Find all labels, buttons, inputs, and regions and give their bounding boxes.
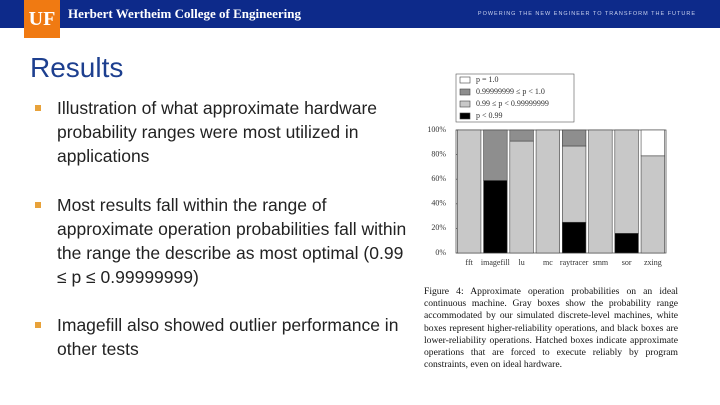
legend-swatch bbox=[459, 88, 471, 96]
legend-label: 0.99999999 ≤ p < 1.0 bbox=[476, 87, 545, 96]
header-bar: Herbert Wertheim College of Engineering … bbox=[0, 0, 720, 28]
plot-frame bbox=[455, 129, 667, 254]
college-name: Herbert Wertheim College of Engineering bbox=[68, 6, 301, 21]
legend-frame bbox=[455, 73, 575, 123]
x-tick-label: fft bbox=[465, 258, 473, 267]
y-tick-label: 20% bbox=[431, 223, 446, 232]
x-tick-label: imagefill bbox=[481, 258, 511, 267]
legend-swatch bbox=[459, 100, 471, 108]
bar-segment bbox=[535, 129, 560, 254]
bar-segment bbox=[562, 221, 587, 254]
figure-caption: Figure 4: Approximate operation probabil… bbox=[424, 286, 678, 371]
bullet: Imagefill also showed outlier performanc… bbox=[35, 313, 407, 361]
legend-label: 0.99 ≤ p < 0.99999999 bbox=[476, 99, 549, 108]
bar-segment bbox=[483, 180, 508, 254]
y-tick-label: 100% bbox=[427, 125, 446, 134]
y-tick-label: 0% bbox=[435, 248, 446, 257]
x-tick-label: lu bbox=[519, 258, 525, 267]
bar-segment bbox=[509, 129, 534, 142]
bullet: Most results fall within the range of ap… bbox=[35, 195, 407, 287]
bar-segment bbox=[588, 129, 613, 254]
bullet: Illustration of what approximate hardwar… bbox=[35, 96, 407, 168]
x-tick-label: smm bbox=[593, 258, 609, 267]
tagline: POWERING THE NEW ENGINEER TO TRANSFORM T… bbox=[477, 11, 696, 17]
legend-swatch bbox=[459, 112, 471, 120]
legend-label: p = 1.0 bbox=[476, 75, 499, 84]
x-tick-label: mc bbox=[543, 258, 553, 267]
slide-title: Results bbox=[30, 52, 124, 83]
y-tick-label: 40% bbox=[431, 199, 446, 208]
bar-segment bbox=[614, 233, 639, 254]
bar-segment bbox=[562, 129, 587, 147]
legend-label: p < 0.99 bbox=[476, 111, 503, 120]
x-tick-label: zxing bbox=[644, 258, 662, 267]
logo: UF bbox=[24, 0, 60, 38]
bar-segment bbox=[640, 155, 665, 254]
bar-segment bbox=[483, 129, 508, 181]
bar-segment bbox=[562, 145, 587, 223]
bar-segment bbox=[640, 129, 665, 157]
bar-segment bbox=[614, 129, 639, 234]
legend-swatch bbox=[459, 76, 471, 84]
y-tick-label: 80% bbox=[431, 149, 446, 158]
y-tick-label: 60% bbox=[431, 174, 446, 183]
bar-segment bbox=[457, 129, 482, 254]
bar-segment bbox=[509, 140, 534, 254]
x-tick-label: raytracer bbox=[560, 258, 589, 267]
x-tick-label: sor bbox=[622, 258, 632, 267]
